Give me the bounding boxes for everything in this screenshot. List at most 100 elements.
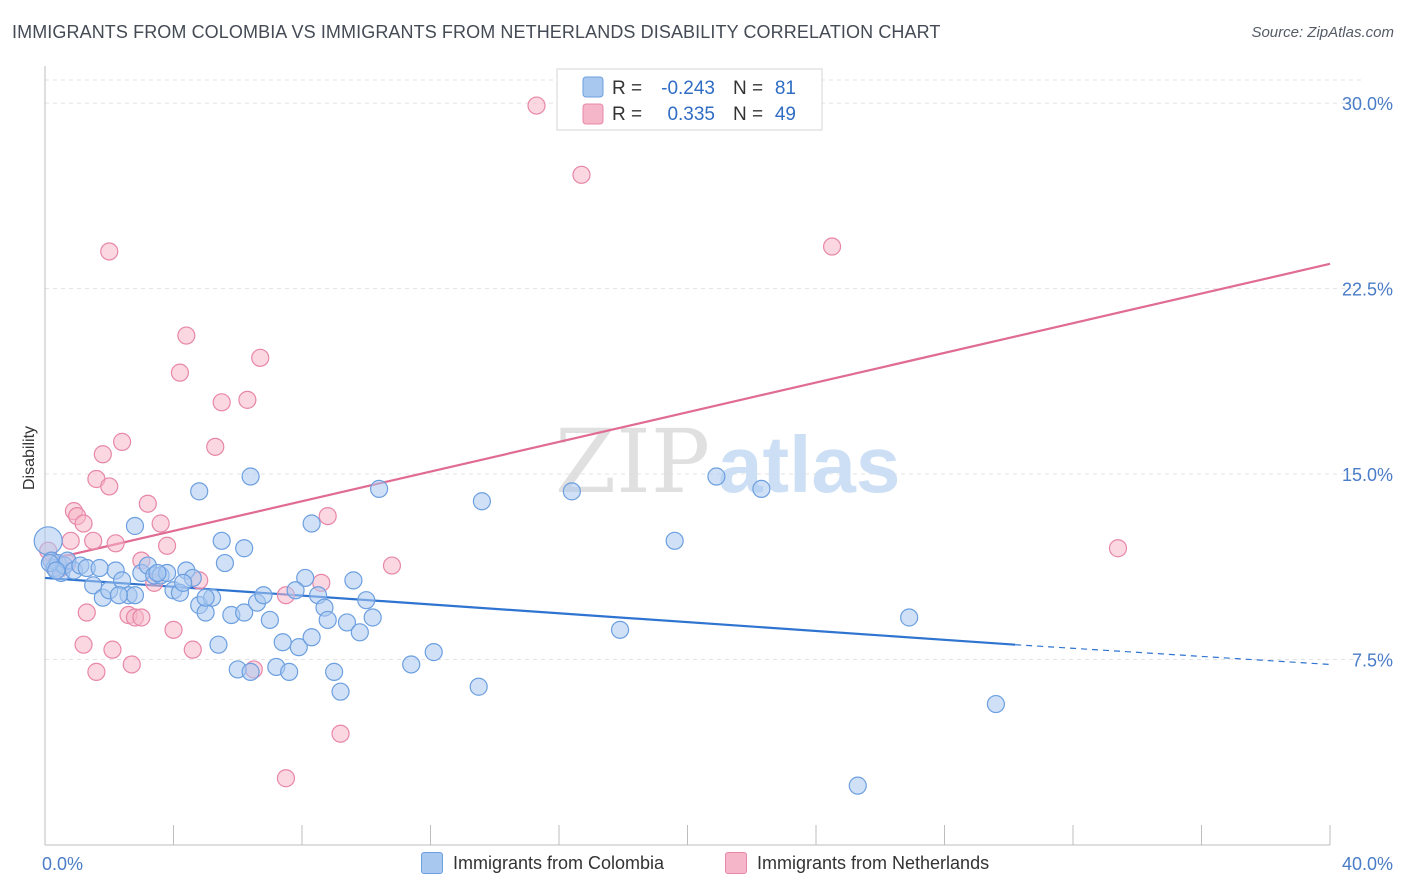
netherlands-point-48	[132, 608, 151, 627]
netherlands-point-45	[87, 662, 106, 681]
legend-swatch-colombia	[582, 76, 604, 98]
colombia-point-41	[289, 638, 308, 657]
colombia-point-79	[286, 581, 305, 600]
colombia-point-67	[125, 516, 145, 536]
netherlands-point-37	[382, 556, 402, 575]
netherlands-trend-line	[44, 262, 1331, 562]
colombia-point-75	[148, 563, 167, 583]
netherlands-point-39	[572, 165, 591, 184]
colombia-point-50	[344, 571, 363, 590]
colombia-point-37	[260, 610, 279, 630]
colombia-point-69	[241, 467, 260, 486]
colombia-point-30	[215, 553, 234, 573]
colombia-point-36	[254, 586, 273, 605]
colombia-point-54	[402, 655, 421, 674]
colombia-point-47	[325, 662, 344, 681]
colombia-point-68	[190, 482, 209, 501]
colombia-point-72	[562, 482, 581, 501]
colombia-point-63	[900, 608, 919, 627]
colombia-point-52	[357, 591, 376, 610]
legend-swatch-colombia-bottom	[421, 852, 443, 874]
netherlands-point-22	[151, 514, 170, 533]
colombia-point-74	[235, 539, 254, 558]
y-tick-label-1: 15.0%	[1342, 465, 1393, 485]
netherlands-point-25	[170, 363, 190, 382]
legend-r-label-1: R =	[612, 78, 642, 99]
netherlands-point-44	[122, 655, 141, 674]
legend-r-value-1: -0.243	[661, 78, 715, 99]
chart-title: IMMIGRANTS FROM COLOMBIA VS IMMIGRANTS F…	[12, 22, 941, 42]
colombia-point-61	[752, 479, 771, 498]
colombia-point-77	[109, 586, 128, 605]
colombia-point-66	[47, 561, 66, 580]
netherlands-point-40	[822, 237, 842, 256]
colombia-point-70	[302, 514, 321, 533]
colombia-point-62	[848, 776, 867, 795]
colombia-point-56	[469, 677, 488, 696]
colombia-point-48	[331, 682, 350, 701]
netherlands-point-32	[251, 348, 270, 367]
y-tick-label-2: 22.5%	[1342, 280, 1393, 300]
colombia-point-39	[273, 633, 292, 652]
watermark: ZIP atlas	[555, 410, 900, 513]
legend-label-netherlands: Immigrants from Netherlands	[757, 852, 990, 873]
x-tick-labels: 0.0% 40.0%	[42, 854, 1393, 874]
netherlands-point-42	[100, 242, 119, 261]
netherlands-point-31	[238, 390, 257, 409]
y-axis-title: Disability	[21, 426, 38, 490]
legend-n-label-2: N =	[733, 104, 763, 125]
netherlands-point-30	[212, 393, 231, 412]
y-tick-label-3: 30.0%	[1342, 94, 1393, 114]
netherlands-point-16	[112, 432, 132, 451]
watermark-atlas: atlas	[718, 420, 900, 509]
netherlands-point-20	[138, 494, 157, 513]
netherlands-point-15	[106, 534, 125, 553]
colombia-point-29	[209, 635, 228, 654]
netherlands-point-14	[103, 640, 122, 659]
colombia-trend-extension	[1015, 644, 1331, 666]
netherlands-point-29	[206, 437, 225, 456]
axes	[44, 66, 1331, 846]
legend-n-label-1: N =	[733, 78, 763, 99]
netherlands-point-5	[61, 531, 80, 550]
colombia-point-53	[363, 608, 382, 627]
netherlands-point-23	[157, 536, 177, 555]
netherlands-point-24	[164, 620, 183, 639]
legend-swatch-netherlands	[582, 103, 604, 125]
gridlines	[45, 79, 1365, 661]
netherlands-point-41	[1108, 539, 1128, 558]
netherlands-point-10	[84, 531, 103, 550]
colombia-point-16	[125, 586, 145, 605]
colombia-point-34	[241, 662, 260, 681]
watermark-zip: ZIP	[555, 410, 710, 513]
netherlands-point-35	[318, 506, 337, 526]
colombia-point-59	[665, 531, 684, 550]
netherlands-point-33	[276, 769, 296, 788]
netherlands-point-8	[74, 514, 93, 533]
y-tick-label-0: 7.5%	[1352, 651, 1393, 671]
colombia-point-42	[296, 568, 315, 588]
colombia-point-40	[280, 662, 299, 681]
colombia-point-49	[337, 613, 357, 632]
colombia-point-60	[707, 467, 726, 486]
netherlands-point-12	[93, 445, 112, 464]
colombia-point-78	[174, 573, 193, 592]
legend-box: R = -0.243 N = 81 R = 0.335 N = 49	[556, 68, 823, 131]
colombia-points	[33, 467, 1006, 795]
y-tick-labels: 7.5% 15.0% 22.5% 30.0%	[1342, 94, 1393, 670]
legend-r-value-2: 0.335	[667, 104, 715, 125]
legend-n-value-2: 49	[775, 104, 796, 125]
colombia-point-46	[318, 610, 337, 630]
colombia-point-57	[472, 492, 491, 511]
x-tick-label-1: 40.0%	[1342, 854, 1393, 874]
legend-swatch-netherlands-bottom	[725, 852, 747, 874]
netherlands-point-13	[100, 477, 119, 496]
legend-n-value-1: 81	[775, 78, 796, 99]
colombia-point-33	[235, 603, 254, 622]
colombia-point-58	[610, 620, 630, 639]
bottom-legend: Immigrants from Colombia Immigrants from…	[0, 852, 1406, 878]
colombia-point-64	[986, 694, 1006, 714]
colombia-point-80	[196, 588, 215, 607]
netherlands-point-43	[74, 635, 93, 654]
